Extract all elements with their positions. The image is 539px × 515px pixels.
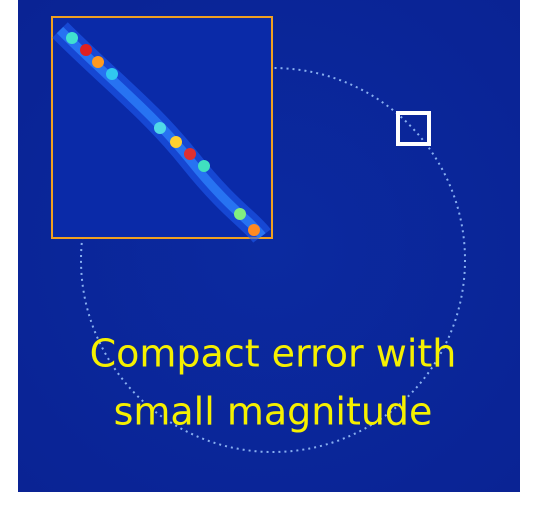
hot-spot: [234, 208, 246, 220]
hot-spot: [106, 68, 118, 80]
hot-spot: [154, 122, 166, 134]
hot-spot: [80, 44, 92, 56]
figure: Compact error with small magnitude: [0, 0, 539, 515]
caption-line: small magnitude: [114, 390, 433, 434]
hot-spot: [92, 56, 104, 68]
hot-spot: [66, 32, 78, 44]
hot-spot: [248, 224, 260, 236]
hot-spot: [198, 160, 210, 172]
inset: [52, 17, 272, 238]
page: {"caption": {"lines": ["Compact error wi…: [0, 0, 539, 515]
hot-spot: [170, 136, 182, 148]
hot-spot: [184, 148, 196, 160]
caption-line: Compact error with: [90, 332, 457, 376]
